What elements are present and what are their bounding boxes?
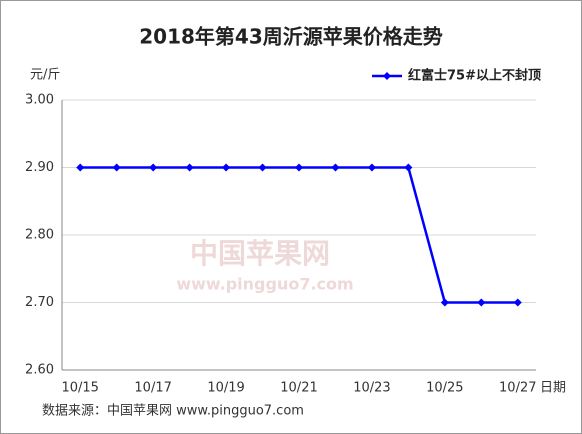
- marker: [149, 163, 158, 172]
- marker: [331, 163, 340, 172]
- marker: [404, 163, 413, 172]
- x-tick-label: 10/21: [280, 381, 317, 396]
- watermark: 中国苹果网: [190, 237, 330, 270]
- x-tick-label: 10/25: [426, 381, 463, 396]
- y-tick-label: 3.00: [25, 93, 54, 108]
- legend-marker: [383, 72, 391, 80]
- x-axis-label: 日期: [540, 381, 566, 396]
- marker: [76, 163, 85, 172]
- y-tick-label: 2.70: [25, 295, 54, 310]
- chart-title: 2018年第43周沂源苹果价格走势: [139, 25, 443, 49]
- y-tick-label: 2.80: [25, 228, 54, 243]
- legend-label: 红富士75#以上不封顶: [408, 68, 541, 84]
- marker: [513, 298, 522, 307]
- marker: [112, 163, 121, 172]
- marker: [440, 298, 449, 307]
- watermark-url: www.pingguo7.com: [176, 275, 353, 294]
- y-tick-label: 2.60: [25, 363, 54, 378]
- marker: [295, 163, 303, 172]
- marker: [367, 163, 376, 172]
- marker: [185, 163, 194, 172]
- x-tick-label: 10/23: [353, 381, 390, 396]
- marker: [222, 163, 231, 172]
- y-tick-label: 2.90: [25, 160, 54, 175]
- marker: [258, 163, 267, 172]
- x-tick-label: 10/19: [207, 381, 244, 396]
- x-tick-label: 10/27: [499, 381, 536, 396]
- x-tick-label: 10/15: [61, 381, 98, 396]
- marker: [477, 298, 486, 307]
- x-tick-label: 10/17: [134, 381, 171, 396]
- y-axis-label: 元/斤: [30, 68, 60, 83]
- source: 数据来源：中国苹果网 www.pingguo7.com: [42, 404, 304, 419]
